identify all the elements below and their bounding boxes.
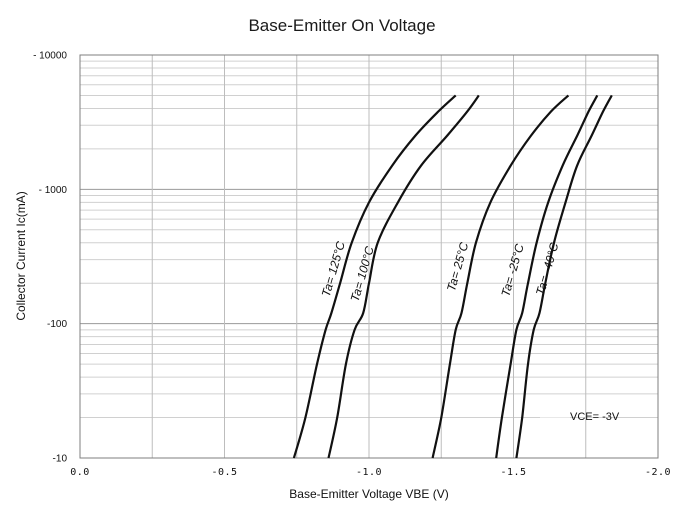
x-tick-label: -0.5 xyxy=(211,467,237,478)
y-tick-labels: -10 -100 - 1000 - 10000 xyxy=(33,51,67,465)
y-tick-label: - 1000 xyxy=(39,185,68,196)
x-tick-label: -1.0 xyxy=(356,467,382,478)
series-line xyxy=(495,94,599,459)
series-line xyxy=(292,94,457,459)
vce-annotation: VCE= -3V xyxy=(540,411,620,423)
x-tick-label: -2.0 xyxy=(645,467,671,478)
chart-title: Base-Emitter On Voltage xyxy=(248,16,435,35)
plot-frame xyxy=(79,54,659,459)
x-tick-label: -1.5 xyxy=(500,467,526,478)
y-axis-label: Collector Current Ic(mA) xyxy=(14,191,28,320)
series-lines xyxy=(292,94,613,459)
x-axis-label: Base-Emitter Voltage VBE (V) xyxy=(289,487,448,501)
series-line xyxy=(431,94,570,459)
y-tick-label: -10 xyxy=(53,454,68,465)
x-tick-label: 0.0 xyxy=(70,467,90,478)
y-tick-label: -100 xyxy=(47,319,67,330)
vce-annotation-text: VCE= -3V xyxy=(570,411,620,423)
x-tick-labels: 0.0 -0.5 -1.0 -1.5 -2.0 xyxy=(70,467,671,478)
series-line xyxy=(327,94,480,459)
series-line xyxy=(515,94,613,459)
y-tick-label: - 10000 xyxy=(33,51,67,62)
